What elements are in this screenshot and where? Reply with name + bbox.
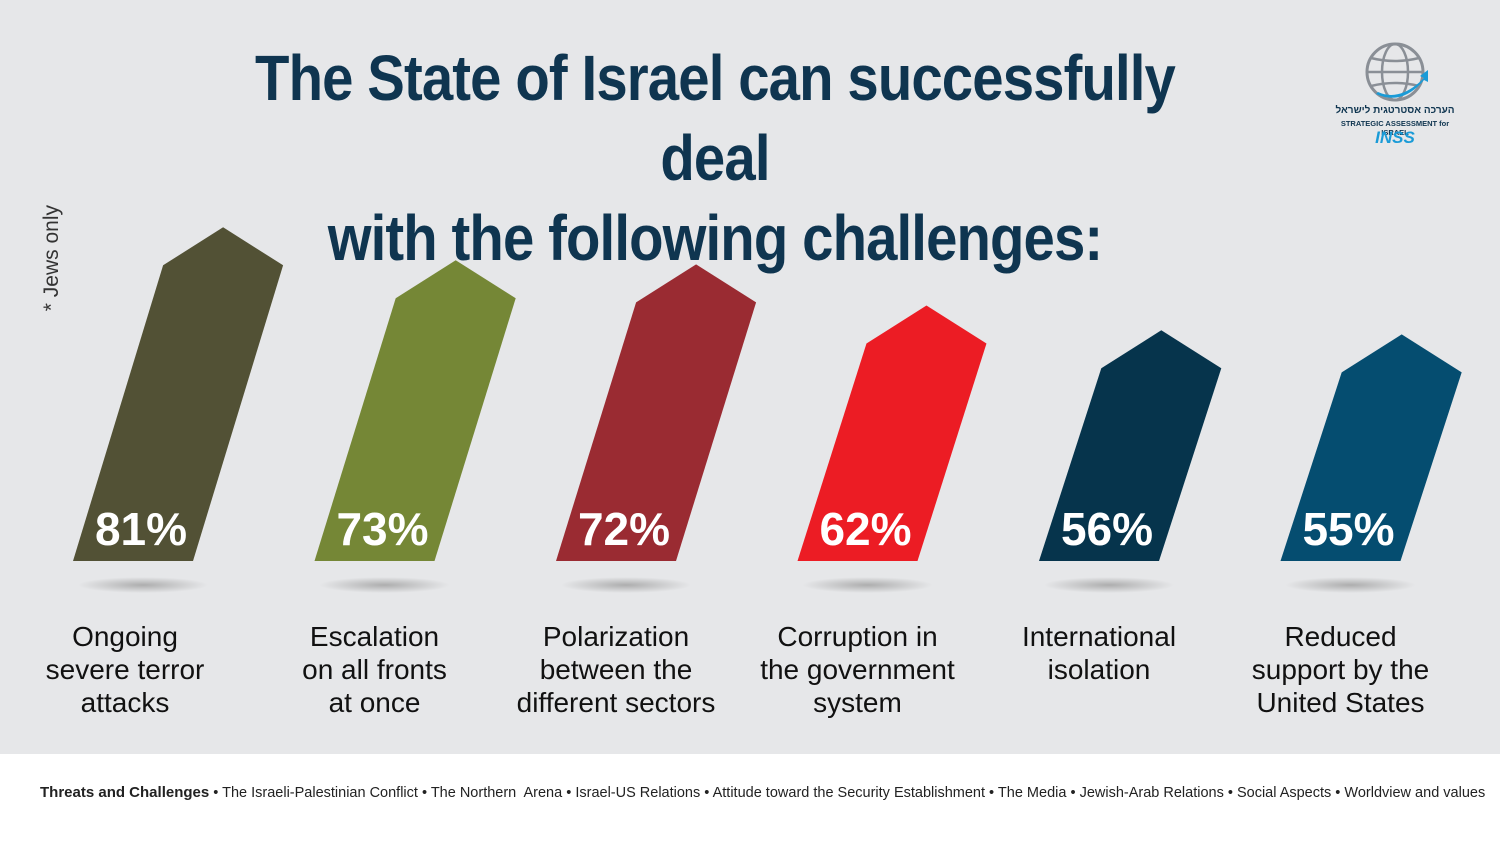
logo-hebrew-text: הערכה אסטרטגית לישראל: [1335, 105, 1455, 116]
footer-lead: Threats and Challenges: [40, 784, 210, 801]
logo-brand: INSS: [1375, 128, 1415, 147]
category-label-line: between the: [539, 654, 693, 685]
footer-topic: Worldview and values: [1344, 785, 1486, 801]
category-label: Escalation on all fronts at once: [260, 620, 490, 719]
footer-separator: •: [417, 785, 431, 801]
title-line-1: The State of Israel can successfully dea…: [255, 42, 1176, 194]
footer-topic: The Northern Arena: [430, 785, 563, 801]
category-label-line: on all fronts: [302, 654, 447, 685]
category-label-line: at once: [328, 687, 421, 718]
footer-topic: Israel-US Relations: [575, 785, 701, 801]
category-label-line: Corruption in: [777, 621, 938, 652]
footer-separator: •: [209, 785, 223, 801]
main-panel: The State of Israel can successfully dea…: [0, 0, 1500, 754]
footer-separator: •: [562, 785, 576, 801]
bar-6: [1280, 334, 1462, 561]
bar-1: [73, 227, 284, 561]
logo-english-text: STRATEGIC ASSESSMENT for ISRAEL: [1340, 119, 1450, 137]
category-label-line: severe terror: [45, 654, 205, 685]
value-label: 56%: [1061, 503, 1153, 555]
category-label: International isolation: [984, 620, 1214, 686]
footer-separator: •: [1066, 785, 1080, 801]
category-label-line: International: [1021, 621, 1177, 652]
bar-5: [1039, 330, 1222, 561]
category-label-line: support by the: [1251, 654, 1430, 685]
footer-topic: Jewish-Arab Relations: [1079, 785, 1224, 801]
category-label-line: attacks: [80, 687, 170, 718]
footer-separator: •: [700, 785, 713, 801]
bar-shadow: [1285, 577, 1416, 593]
category-label-line: system: [813, 687, 902, 718]
footer-separator: •: [1331, 785, 1345, 801]
category-label-line: Ongoing: [72, 621, 178, 652]
bar-shadow: [802, 577, 933, 593]
footer-topic: The Media: [997, 785, 1067, 801]
category-label-line: Reduced: [1284, 621, 1397, 652]
bar-shadow: [1044, 577, 1174, 593]
footer-separator: •: [985, 785, 998, 801]
globe-icon: [1365, 42, 1428, 102]
category-label: Reduced support by the United States: [1226, 620, 1456, 719]
footer-topic: Social Aspects: [1236, 785, 1332, 801]
page-title: The State of Israel can successfully dea…: [218, 38, 1212, 278]
bar-shadow: [561, 577, 691, 593]
category-label: Corruption in the government system: [743, 620, 973, 719]
bar-3: [556, 264, 757, 561]
value-label: 81%: [95, 503, 187, 555]
inss-logo: הערכה אסטרטגית לישראל STRATEGIC ASSESSME…: [1330, 40, 1460, 155]
value-label: 72%: [578, 503, 670, 555]
value-label: 62%: [819, 503, 911, 555]
category-label-line: different sectors: [516, 687, 716, 718]
footer: Threats and Challenges • The Israeli-Pal…: [0, 754, 1500, 844]
footer-separator: •: [1223, 785, 1237, 801]
category-label-line: Escalation: [309, 621, 440, 652]
footer-topics: Threats and Challenges • The Israeli-Pal…: [40, 784, 1485, 801]
bar-shadow: [319, 577, 450, 593]
category-label: Polarization between the different sectors: [501, 620, 731, 719]
category-label-line: Polarization: [542, 621, 690, 652]
bar-2: [314, 260, 516, 561]
footer-topic: The Israeli-Palestinian Conflict: [222, 785, 418, 801]
bar-4: [797, 305, 987, 561]
category-label-line: United States: [1256, 687, 1425, 718]
category-label-line: isolation: [1047, 654, 1151, 685]
bar-shadow: [78, 577, 208, 593]
category-label-line: the government: [760, 654, 955, 685]
footer-topic: Attitude toward the Security Establishme…: [712, 785, 986, 801]
value-label: 55%: [1302, 503, 1394, 555]
bar-chart: 81% 73% 72% 62% 56% 55%: [73, 227, 1462, 593]
category-label: Ongoing severe terror attacks: [10, 620, 240, 719]
value-label: 73%: [336, 503, 428, 555]
